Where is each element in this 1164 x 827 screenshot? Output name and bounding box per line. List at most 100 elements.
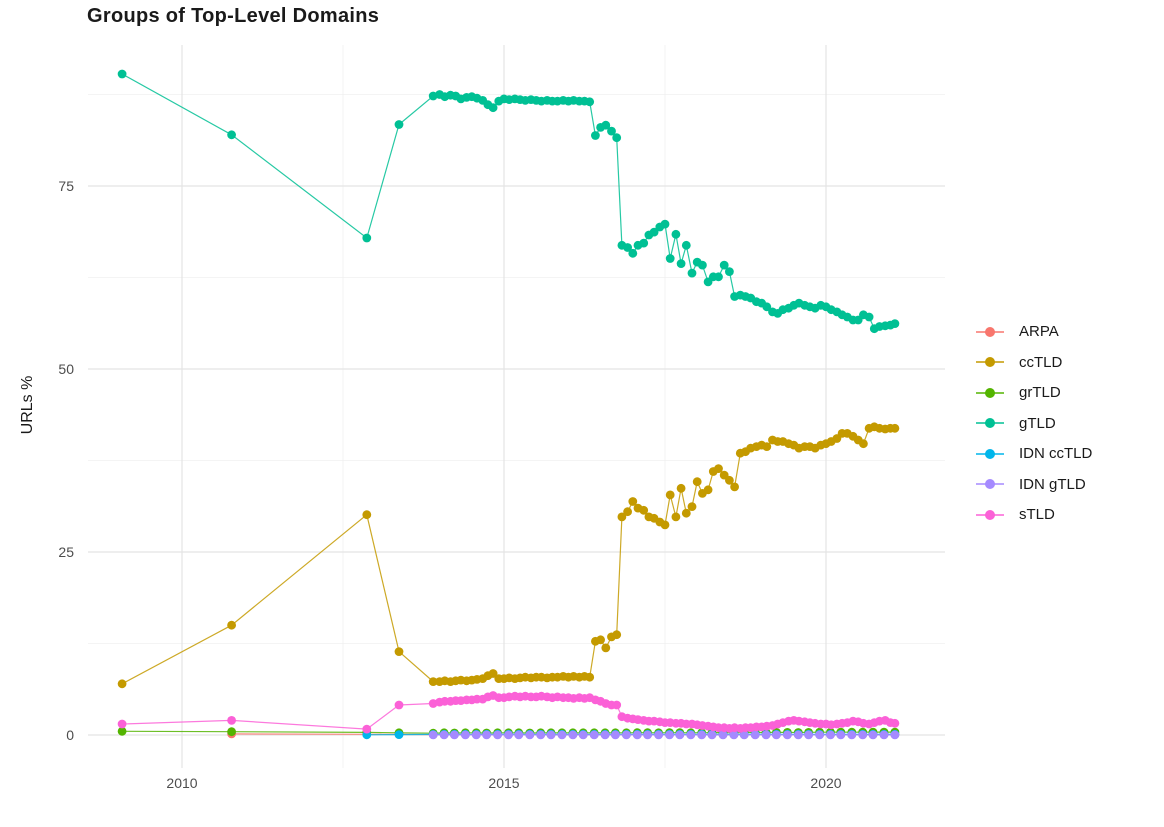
- legend-label: ccTLD: [1019, 353, 1063, 371]
- data-point-idn-gtld: [600, 730, 610, 740]
- data-point-gtld: [714, 272, 723, 282]
- data-point-idn-gtld: [557, 730, 567, 740]
- data-point-cctld: [665, 490, 675, 500]
- data-point-cctld: [601, 643, 611, 653]
- data-point-idn-gtld: [750, 730, 760, 740]
- data-point-cctld: [628, 497, 638, 506]
- legend-item-gtld: gTLD: [974, 413, 1092, 434]
- data-point-gtld: [671, 229, 681, 239]
- gridlines-minor: [88, 45, 945, 768]
- data-point-cctld: [660, 520, 670, 530]
- data-point-idn-gtld: [836, 730, 846, 740]
- data-point-idn-gtld: [665, 730, 674, 740]
- series-gtld: [117, 69, 900, 334]
- legend-dot: [985, 479, 995, 489]
- legend-key-arpa: [976, 326, 1004, 337]
- data-point-cctld: [617, 512, 627, 522]
- y-tick-label: 25: [58, 544, 74, 560]
- data-point-gtld: [601, 120, 611, 130]
- data-point-idn-gtld: [493, 730, 502, 740]
- data-point-idn-gtld: [739, 730, 749, 740]
- legend-item-arpa: ARPA: [974, 321, 1092, 342]
- legend-item-stld: sTLD: [974, 504, 1092, 525]
- data-point-gtld: [665, 254, 675, 263]
- legend-label: gTLD: [1019, 414, 1056, 432]
- legend-item-idn-cctld: IDN ccTLD: [974, 443, 1092, 464]
- data-point-idn-gtld: [461, 730, 470, 740]
- data-point-gtld: [612, 133, 622, 143]
- data-point-stld: [612, 700, 622, 710]
- gridlines-major: [88, 45, 945, 768]
- data-point-idn-gtld: [804, 730, 813, 740]
- data-point-gtld: [676, 259, 686, 268]
- legend-key-idn-cctld: [976, 448, 1004, 459]
- data-point-gtld: [488, 103, 498, 113]
- data-point-cctld: [703, 485, 713, 495]
- data-point-gtld: [660, 219, 670, 229]
- data-point-idn-gtld: [632, 730, 642, 740]
- data-point-cctld: [612, 630, 622, 640]
- data-point-cctld: [117, 679, 127, 689]
- data-point-cctld: [714, 464, 723, 473]
- data-point-idn-gtld: [858, 730, 868, 740]
- data-point-cctld: [596, 635, 605, 645]
- data-point-idn-gtld: [793, 730, 803, 740]
- legend-dot: [985, 326, 995, 337]
- data-point-idn-gtld: [589, 730, 599, 740]
- data-point-gtld: [623, 243, 632, 252]
- data-point-idn-gtld: [729, 730, 739, 740]
- data-point-stld: [890, 718, 900, 728]
- data-point-gtld: [607, 126, 616, 136]
- legend-label: ARPA: [1019, 323, 1059, 340]
- data-point-stld: [117, 719, 127, 729]
- data-point-cctld: [681, 508, 691, 518]
- data-point-cctld: [890, 423, 900, 433]
- data-point-gtld: [725, 267, 734, 276]
- legend-item-idn-gtld: IDN gTLD: [974, 474, 1092, 495]
- data-point-idn-gtld: [890, 730, 900, 740]
- data-point-idn-gtld: [450, 730, 459, 740]
- data-point-idn-gtld: [707, 730, 717, 740]
- legend: ARPA ccTLD grTLD gTLD IDN ccTLD IDN gTLD sTLD: [974, 321, 1092, 525]
- data-point-gtld: [864, 312, 874, 322]
- legend-label: sTLD: [1019, 506, 1055, 523]
- legend-item-cctld: ccTLD: [974, 352, 1092, 373]
- data-point-idn-gtld: [686, 730, 696, 740]
- series-idn-gtld: [428, 730, 900, 740]
- data-point-idn-gtld: [783, 730, 792, 740]
- data-point-stld: [394, 700, 404, 710]
- data-point-gtld: [117, 69, 127, 79]
- data-point-gtld: [394, 120, 404, 129]
- data-point-idn-gtld: [868, 730, 878, 740]
- x-tick-label: 2015: [488, 775, 520, 791]
- data-point-cctld: [428, 677, 438, 686]
- data-point-grtld: [227, 727, 237, 737]
- x-tick-label: 2010: [166, 775, 198, 791]
- data-point-cctld: [639, 505, 649, 515]
- data-point-gtld: [719, 260, 729, 270]
- data-point-idn-gtld: [879, 730, 889, 740]
- data-point-idn-gtld: [525, 730, 535, 740]
- legend-dot: [985, 448, 995, 459]
- data-point-cctld: [488, 669, 498, 678]
- data-point-cctld: [692, 477, 702, 487]
- data-point-idn-gtld: [611, 730, 620, 740]
- data-point-idn-gtld: [643, 730, 652, 740]
- data-point-stld: [362, 724, 372, 734]
- legend-key-idn-gtld: [976, 479, 1004, 489]
- data-point-gtld: [227, 130, 237, 140]
- data-point-idn-gtld: [772, 730, 781, 740]
- data-point-idn-gtld: [514, 730, 524, 740]
- legend-key-grtld: [976, 387, 1004, 398]
- data-point-cctld: [227, 620, 237, 630]
- data-point-idn-gtld: [654, 730, 663, 740]
- data-point-idn-gtld: [826, 730, 835, 740]
- data-point-gtld: [628, 248, 638, 258]
- data-point-idn-gtld: [847, 730, 857, 740]
- chart-title: Groups of Top-Level Domains: [87, 5, 380, 27]
- y-tick-label: 75: [58, 178, 74, 194]
- data-point-idn-gtld: [568, 730, 578, 740]
- legend-dot: [985, 357, 995, 367]
